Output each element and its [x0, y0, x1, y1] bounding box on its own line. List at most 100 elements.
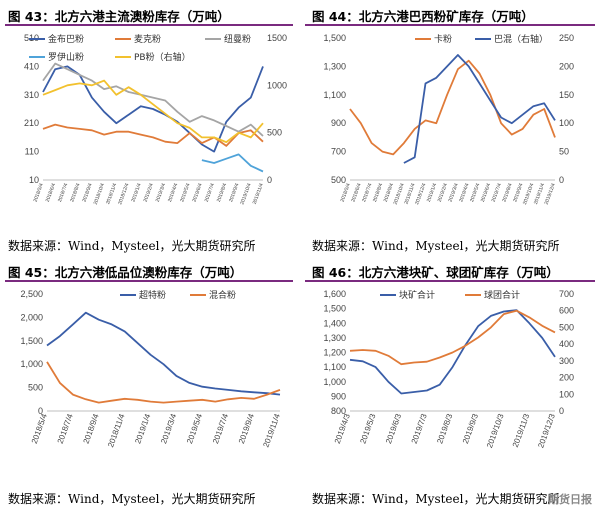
x-tick-label: 2019/7/4: [211, 412, 230, 445]
x-tick-label: 2019/2/4: [143, 182, 155, 203]
y-tick-label: 1,600: [323, 289, 346, 299]
y2-tick-label: 0: [559, 406, 564, 416]
x-tick-label: 2019/4/3: [333, 412, 352, 445]
x-tick-label: 2019/5/4: [185, 412, 204, 445]
y-tick-label: 0: [38, 406, 43, 416]
series-line-1: [42, 123, 264, 147]
x-tick-label: 2018/12/4: [117, 182, 130, 205]
x-tick-label: 2018/9/4: [82, 412, 101, 445]
y-tick-label: 210: [24, 118, 39, 128]
y-tick-label: 1,500: [323, 304, 346, 314]
legend-label: 超特粉: [139, 289, 166, 301]
x-tick-label: 2019/11/4: [252, 182, 265, 205]
chart-45-rule: [5, 280, 293, 282]
x-tick-label: 2018/11/4: [105, 182, 118, 205]
x-tick-label: 2019/7/4: [204, 182, 216, 203]
y2-tick-label: 1000: [267, 80, 287, 90]
legend-label: 金布巴粉: [48, 33, 84, 45]
series-line-0: [349, 309, 556, 395]
legend-label: 麦克粉: [134, 33, 161, 45]
legend-label: 卡粉: [434, 33, 452, 45]
series-line-3: [201, 153, 264, 173]
x-tick-label: 2019/6/4: [191, 182, 203, 203]
series-line-2: [42, 62, 264, 137]
x-tick-label: 2019/7/3: [410, 412, 429, 445]
y2-tick-label: 150: [559, 90, 574, 100]
chart-43: 101102103104105100500100015002018/5/4201…: [5, 30, 295, 230]
chart-46-rule: [305, 280, 595, 282]
y-tick-label: 800: [331, 406, 346, 416]
chart-45-title: 图 45：北方六港低品位澳粉库存（万吨）: [8, 265, 243, 280]
x-tick-label: 2019/5/4: [179, 182, 191, 203]
y2-tick-label: 0: [267, 175, 272, 185]
y-tick-label: 1,300: [323, 333, 346, 343]
y-tick-label: 10: [29, 175, 39, 185]
y-tick-label: 1,100: [323, 90, 346, 100]
x-tick-label: 2018/8/4: [69, 182, 81, 203]
y2-tick-label: 1500: [267, 33, 287, 43]
x-tick-label: 2019/9/4: [237, 412, 256, 445]
y2-tick-label: 200: [559, 373, 574, 383]
y-tick-label: 900: [331, 391, 346, 401]
x-tick-label: 2018/7/4: [56, 412, 75, 445]
x-tick-label: 2019/11/3: [511, 412, 532, 448]
x-tick-label: 2019/3/4: [159, 412, 178, 445]
y-tick-label: 110: [25, 147, 39, 157]
series-line-0: [46, 311, 281, 396]
y-tick-label: 1,300: [323, 61, 346, 71]
y-tick-label: 2,000: [20, 312, 43, 322]
y-tick-label: 500: [28, 383, 43, 393]
series-line-1: [46, 361, 281, 404]
x-tick-label: 2019/11/4: [261, 412, 282, 448]
y2-tick-label: 250: [559, 33, 574, 43]
chart-45-source: 数据来源：Wind，Mysteel，光大期货研究所: [8, 492, 256, 506]
legend-label: 球团合计: [484, 289, 520, 301]
x-tick-label: 2018/6/4: [45, 182, 57, 203]
legend-label: 罗伊山粉: [48, 51, 84, 63]
y2-tick-label: 600: [559, 306, 574, 316]
legend-label: 混合粉: [209, 289, 236, 301]
series-line-1: [349, 309, 556, 366]
y-tick-label: 410: [24, 61, 39, 71]
y-tick-label: 1,000: [20, 359, 43, 369]
chart-44-rule: [305, 24, 595, 26]
legend-label: 纽曼粉: [224, 33, 251, 45]
x-tick-label: 2019/9/4: [228, 182, 240, 203]
y2-tick-label: 100: [559, 118, 574, 128]
y2-tick-label: 50: [559, 147, 569, 157]
chart-43-title: 图 43：北方六港主流澳粉库存（万吨）: [8, 9, 230, 24]
chart-46-source: 数据来源：Wind，Mysteel，光大期货研究所: [312, 492, 560, 506]
y2-tick-label: 100: [559, 389, 574, 399]
y-tick-label: 1,400: [323, 318, 346, 328]
y-tick-label: 1,200: [323, 348, 346, 358]
y-tick-label: 1,100: [323, 362, 346, 372]
x-tick-label: 2018/5/4: [33, 182, 45, 203]
x-tick-label: 2019/9/3: [461, 412, 480, 445]
x-tick-label: 2018/11/4: [106, 412, 127, 448]
y-tick-label: 310: [24, 90, 39, 100]
chart-43-source: 数据来源：Wind，Mysteel，光大期货研究所: [8, 239, 256, 253]
series-line-4: [42, 79, 264, 143]
y-tick-label: 500: [331, 175, 346, 185]
y-tick-label: 700: [331, 147, 346, 157]
series-line-0: [349, 59, 556, 156]
x-tick-label: 2019/10/3: [485, 412, 506, 449]
y-tick-label: 1,500: [20, 336, 43, 346]
y-tick-label: 1,000: [323, 377, 346, 387]
legend-label: 巴混（右轴）: [494, 33, 548, 45]
x-tick-label: 2018/7/4: [57, 182, 69, 203]
series-line-1: [403, 54, 556, 164]
chart-45: 0 500 1,000 1,500 2,000 2,500 2018/5/4 2018/7/4…: [5, 286, 295, 481]
x-tick-label: 2019/8/4: [216, 182, 228, 203]
x-tick-label: 2019/12/3: [536, 412, 557, 449]
chart-44-source: 数据来源：Wind，Mysteel，光大期货研究所: [312, 239, 560, 253]
chart-43-rule: [5, 24, 293, 26]
legend-label: 块矿合计: [399, 289, 435, 301]
y2-tick-label: 700: [559, 289, 574, 299]
x-tick-label: 2019/6/3: [384, 412, 403, 445]
y2-tick-label: 500: [559, 322, 574, 332]
x-tick-label: 2018/9/4: [81, 182, 93, 203]
chart-46: 800 900 1,000 1,100 1,200 1,300 1,400 1,500 1,60…: [305, 286, 595, 481]
x-tick-label: 2019/1/4: [133, 412, 152, 445]
y-tick-label: 900: [331, 118, 346, 128]
